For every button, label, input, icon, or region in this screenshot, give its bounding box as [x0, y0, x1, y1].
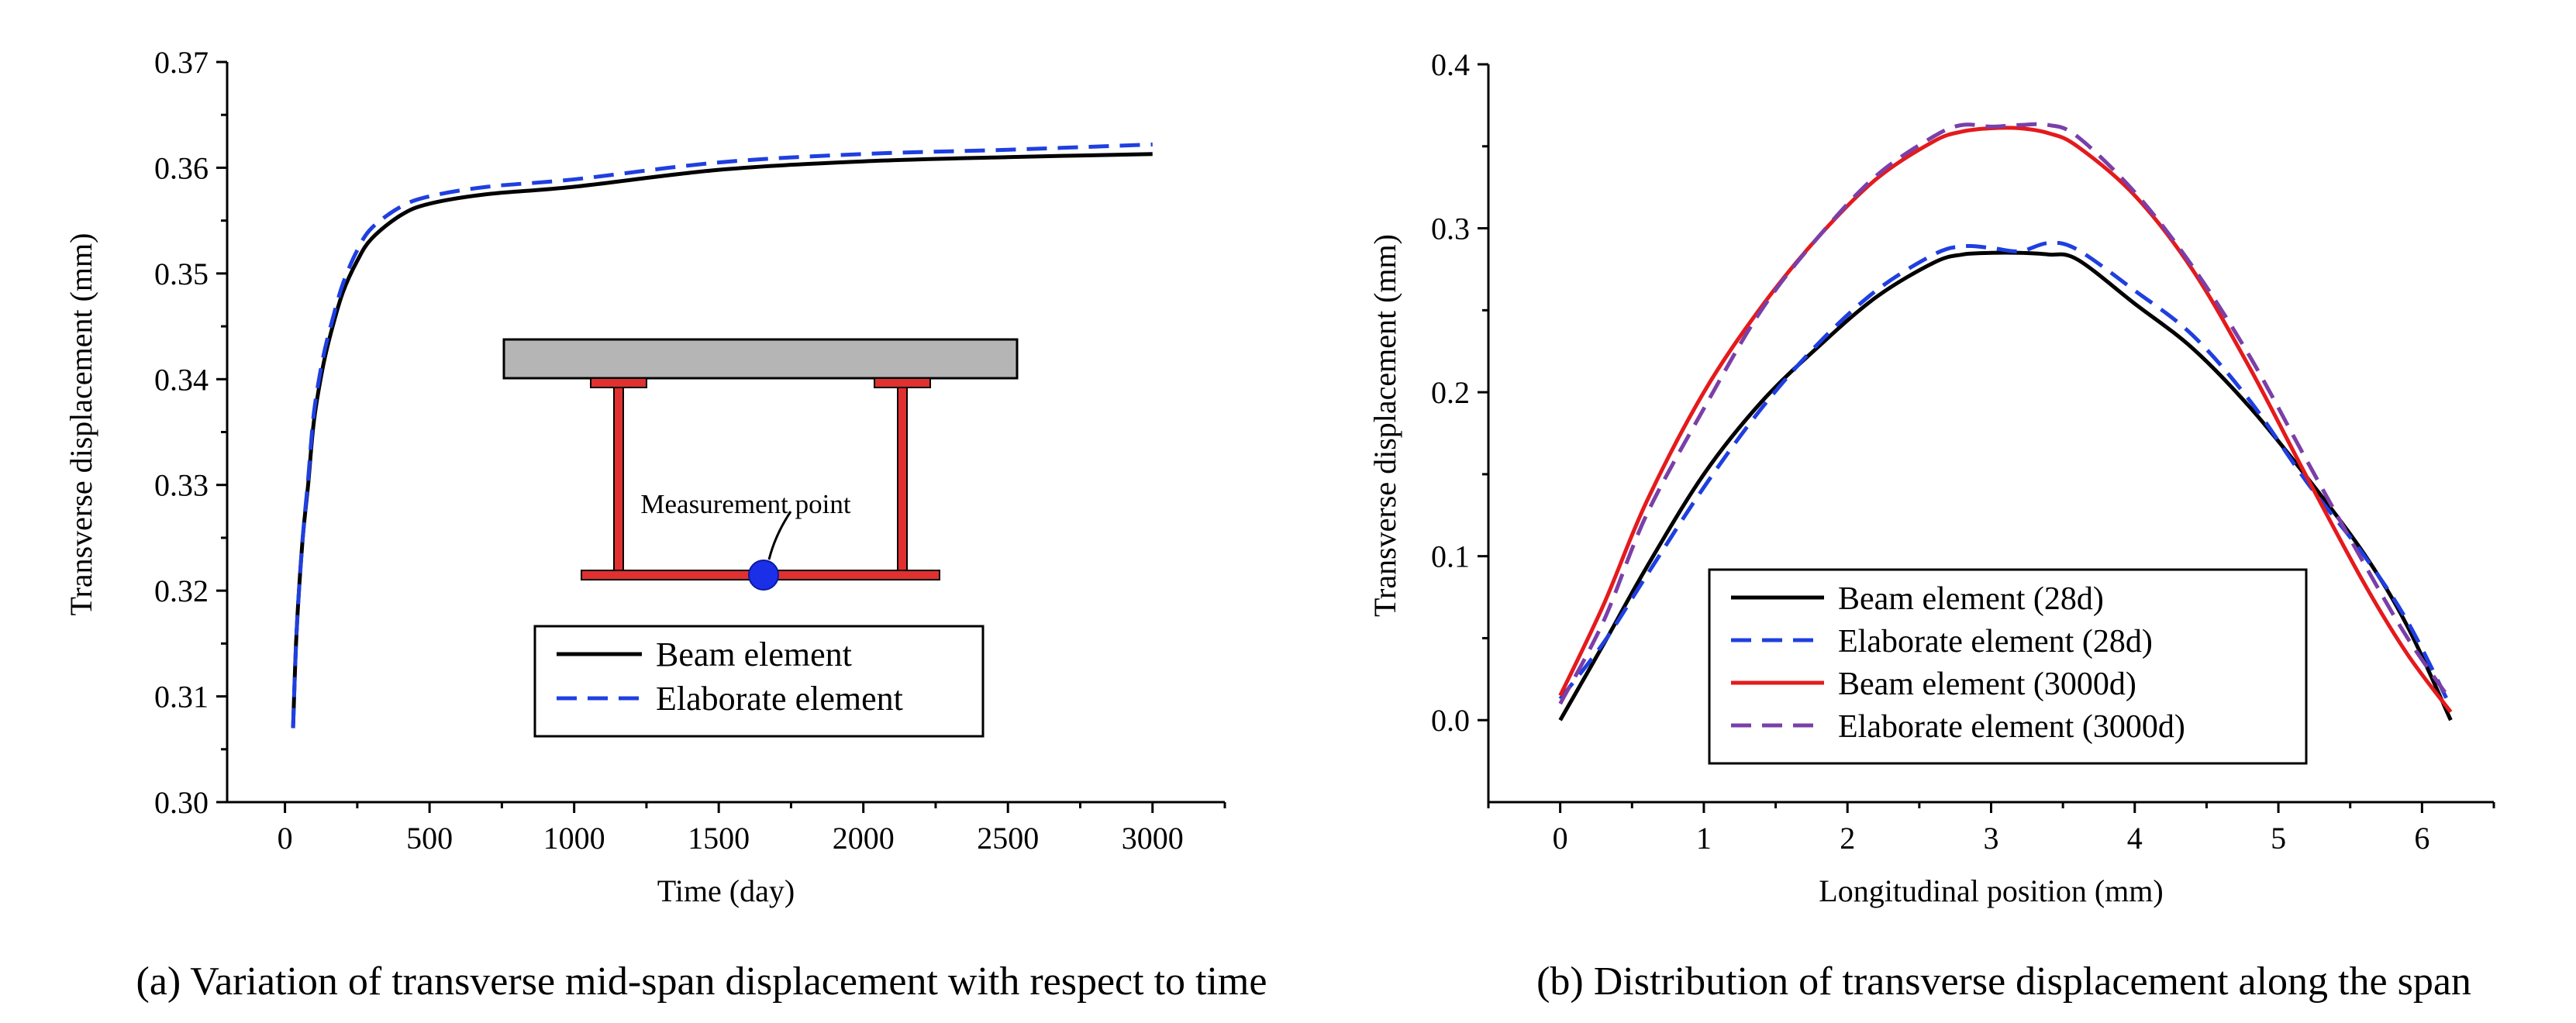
- inset-left-top-flange: [590, 377, 647, 388]
- figure-caption: (a) Variation of transverse mid-span dis…: [136, 959, 1267, 1004]
- y-axis-label: Transverse displacement (mm): [1367, 234, 1402, 617]
- x-tick-label: 0: [278, 821, 293, 856]
- axes: 0.0 0.1 0.2 0.3 0.4 0 1 2 3 4 5 6 Longitudinal posit…: [1367, 47, 2495, 1004]
- x-tick-label: 5: [2271, 821, 2286, 856]
- y-tick-label: 0.4: [1431, 47, 1470, 82]
- x-tick-label: 3: [1984, 821, 1999, 856]
- legend: Beam element (28d) Elaborate element (28d…: [1708, 568, 2308, 765]
- inset-diagram: Measurement point: [502, 338, 1019, 591]
- figure-caption: (b) Distribution of transverse displacem…: [1536, 959, 2471, 1004]
- y-tick-label: 0.35: [154, 257, 209, 291]
- inset-right-top-flange: [874, 377, 931, 388]
- y-tick-label: 0.34: [154, 362, 209, 397]
- chart-a: 0.30 0.31 0.32 0.33 0.34 0.35 0.36 0.37 0 500 1000…: [64, 45, 1267, 1004]
- legend-box: [1708, 568, 2308, 765]
- x-tick-label: 3000: [1122, 821, 1184, 856]
- series-group: [1558, 122, 2453, 722]
- x-tick-label: 2500: [977, 821, 1039, 856]
- y-tick-label: 0.36: [154, 150, 209, 185]
- legend-label: Beam element: [656, 636, 852, 673]
- y-tick-label: 0.37: [154, 45, 209, 80]
- legend-label: Elaborate element (28d): [1838, 624, 2153, 660]
- x-axis-label: Longitudinal position (mm): [1819, 873, 2163, 908]
- y-tick-label: 0.3: [1431, 212, 1470, 246]
- legend-label: Elaborate element: [656, 680, 903, 718]
- legend-box: [533, 625, 985, 738]
- measurement-point-leader: [767, 511, 792, 560]
- y-tick-label: 0.2: [1431, 375, 1470, 410]
- inset-left-web: [613, 387, 624, 571]
- y-tick-label: 0.32: [154, 574, 209, 608]
- x-axis-label: Time (day): [657, 873, 795, 908]
- legend-label: Elaborate element (3000d): [1838, 709, 2185, 745]
- x-tick-label: 500: [406, 821, 453, 856]
- y-tick-label: 0.31: [154, 680, 209, 715]
- legend-label: Beam element (3000d): [1838, 666, 2136, 702]
- y-tick-label: 0.33: [154, 468, 209, 503]
- measurement-point-marker: [748, 560, 779, 591]
- series-line-4: [1558, 122, 2453, 705]
- series-line-1: [1558, 250, 2453, 722]
- x-tick-label: 2: [1840, 821, 1855, 856]
- legend: Beam element Elaborate element: [533, 625, 985, 738]
- x-tick-label: 2000: [833, 821, 895, 856]
- legend-label: Beam element (28d): [1838, 581, 2104, 617]
- x-tick-label: 6: [2414, 821, 2429, 856]
- x-tick-label: 4: [2127, 821, 2143, 856]
- x-tick-label: 0: [1553, 821, 1568, 856]
- y-axis-label: Transverse displacement (mm): [64, 233, 98, 616]
- series-group: [291, 142, 1153, 728]
- x-tick-label: 1: [1696, 821, 1712, 856]
- y-tick-label: 0.0: [1431, 703, 1470, 738]
- x-tick-label: 1500: [688, 821, 750, 856]
- measurement-point-label: Measurement point: [640, 489, 850, 519]
- axes: 0.30 0.31 0.32 0.33 0.34 0.35 0.36 0.37 0 500 1000…: [64, 45, 1267, 1004]
- chart-b: 0.0 0.1 0.2 0.3 0.4 0 1 2 3 4 5 6 Longitudinal posit…: [1367, 47, 2495, 1004]
- x-tick-label: 1000: [543, 821, 605, 856]
- inset-deck-slab: [502, 338, 1019, 380]
- inset-right-web: [897, 387, 908, 571]
- y-tick-label: 0.1: [1431, 539, 1470, 574]
- y-tick-label: 0.30: [154, 785, 209, 820]
- series-line-2: [291, 142, 1153, 728]
